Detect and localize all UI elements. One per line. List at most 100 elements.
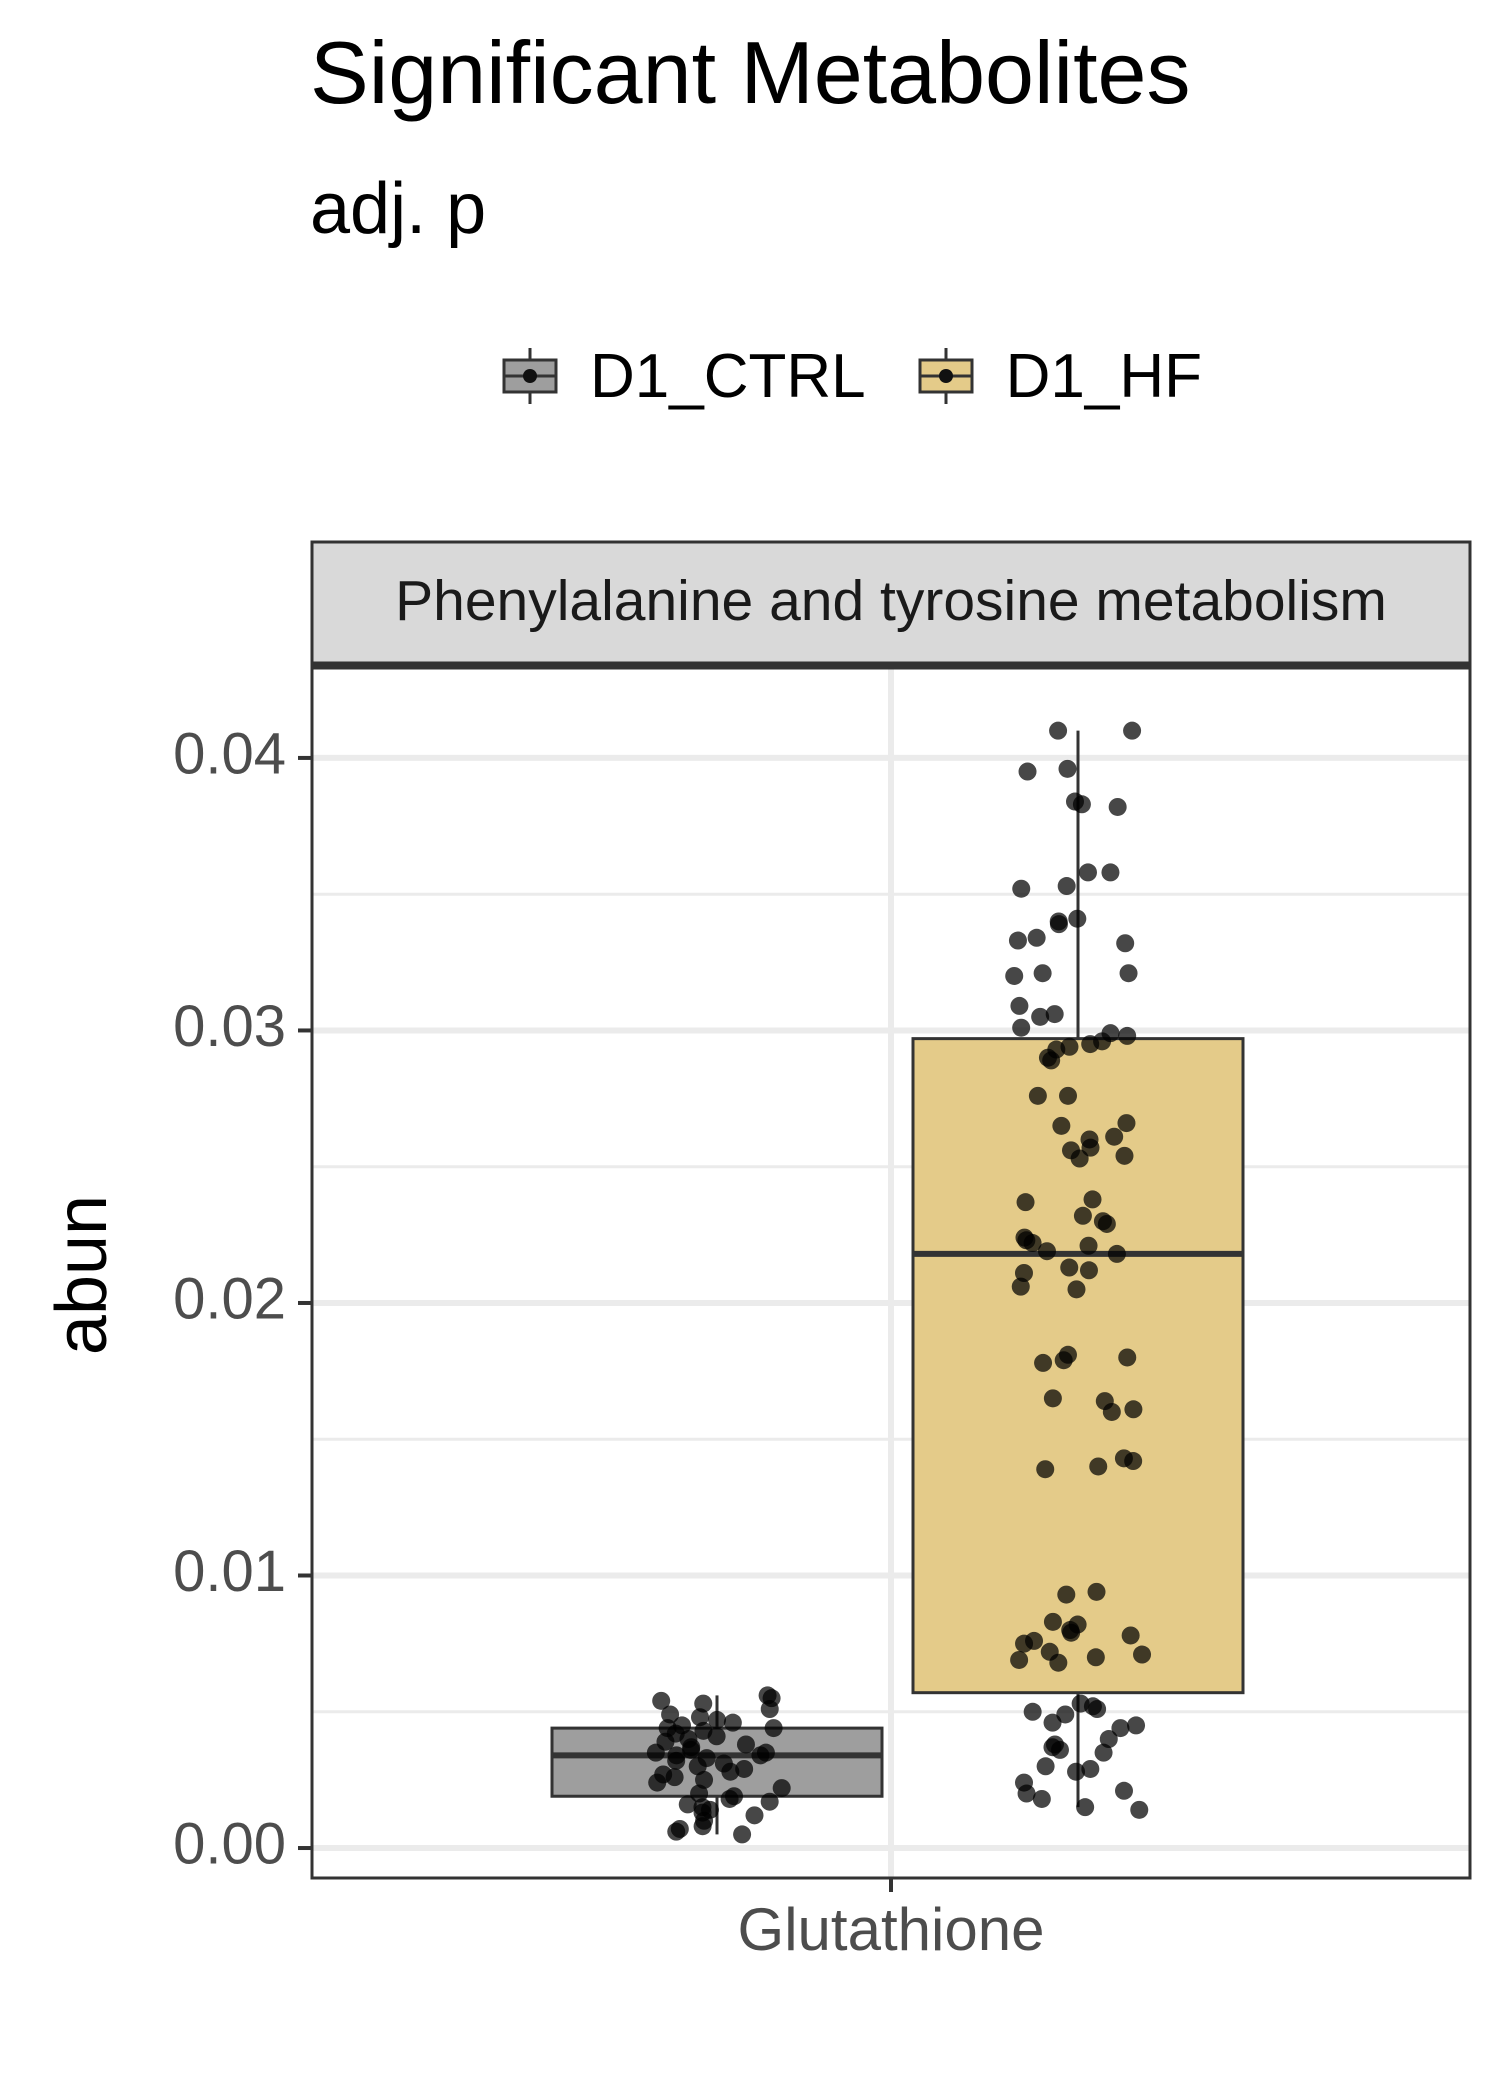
data-point <box>1043 1612 1062 1631</box>
data-point <box>764 1719 783 1738</box>
x-axis: Glutathione <box>738 1878 1044 1963</box>
data-point <box>1060 1258 1079 1277</box>
data-point <box>1033 964 1052 983</box>
y-tick-label: 0.04 <box>173 721 286 786</box>
data-point <box>652 1691 671 1710</box>
data-point <box>1121 1626 1140 1645</box>
data-point <box>1034 1353 1053 1372</box>
data-point <box>1049 721 1068 740</box>
data-point <box>1018 762 1037 781</box>
box-d1-hf <box>911 1037 1245 1695</box>
y-tick-label: 0.02 <box>173 1266 286 1331</box>
data-point <box>1027 928 1046 947</box>
data-point <box>733 1825 752 1844</box>
data-point <box>1070 1149 1089 1168</box>
data-point <box>688 1757 707 1776</box>
legend-item-ctrl: D1_CTRL <box>500 341 866 412</box>
data-point <box>693 1817 712 1836</box>
y-tick-label: 0.03 <box>173 994 286 1059</box>
data-point <box>1067 1762 1086 1781</box>
data-point <box>1115 1146 1134 1165</box>
data-point <box>708 1710 727 1729</box>
data-point <box>1079 1236 1098 1255</box>
data-point <box>1118 1348 1137 1367</box>
data-point <box>720 1789 739 1808</box>
data-point <box>707 1727 726 1746</box>
data-point <box>1054 1351 1073 1370</box>
data-point <box>665 1768 684 1787</box>
facet-strip-label: Phenylalanine and tyrosine metabolism <box>395 569 1387 633</box>
data-point <box>1049 1653 1068 1672</box>
data-point <box>772 1779 791 1798</box>
data-point <box>1089 1457 1108 1476</box>
data-point <box>1123 721 1142 740</box>
data-point <box>1057 877 1076 896</box>
legend-label-hf: D1_HF <box>1005 341 1203 411</box>
data-point <box>1032 1789 1051 1808</box>
data-point <box>1023 1702 1042 1721</box>
data-point <box>1052 1116 1071 1135</box>
data-point <box>1094 1743 1113 1762</box>
data-point <box>1049 915 1068 934</box>
data-point <box>1133 1645 1152 1664</box>
data-point <box>682 1740 701 1759</box>
data-point <box>721 1762 740 1781</box>
data-point <box>1115 1781 1134 1800</box>
legend-key-hf <box>918 348 974 404</box>
data-point <box>1086 1648 1105 1667</box>
data-point <box>1023 1234 1042 1253</box>
data-point <box>1105 1127 1124 1146</box>
data-point <box>1078 863 1097 882</box>
legend-item-hf: D1_HF <box>916 341 1202 412</box>
data-point <box>1076 1798 1095 1817</box>
data-point <box>1119 964 1138 983</box>
data-point <box>1062 1623 1081 1642</box>
data-point <box>691 1708 710 1727</box>
data-point <box>1017 1784 1036 1803</box>
data-point <box>1130 1800 1149 1819</box>
data-point <box>1037 1242 1056 1261</box>
data-point <box>1059 1086 1078 1105</box>
data-point <box>1073 1206 1092 1225</box>
data-point <box>1058 759 1077 778</box>
data-point <box>1050 1740 1069 1759</box>
grid <box>312 668 1470 1878</box>
data-point <box>1117 1114 1136 1133</box>
chart-subtitle: adj. p <box>310 169 487 249</box>
data-point <box>1042 1051 1061 1070</box>
data-point <box>1028 1086 1047 1105</box>
data-point <box>1067 1280 1086 1299</box>
data-point <box>735 1759 754 1778</box>
legend: D1_CTRL D1_HF <box>500 336 1202 416</box>
data-point <box>1031 1007 1050 1026</box>
data-point <box>1015 1634 1034 1653</box>
data-point <box>1008 931 1027 950</box>
data-point <box>1124 1400 1143 1419</box>
data-point <box>1012 1018 1031 1037</box>
data-point <box>1087 1582 1106 1601</box>
data-point <box>1057 1585 1076 1604</box>
data-point <box>1005 966 1024 985</box>
data-point <box>1127 1716 1146 1735</box>
data-point <box>1102 1402 1121 1421</box>
data-point <box>1124 1452 1143 1471</box>
data-point <box>1101 863 1120 882</box>
data-point <box>667 1822 686 1841</box>
legend-key-ctrl <box>502 348 558 404</box>
data-point <box>661 1705 680 1724</box>
data-point <box>1099 1730 1118 1749</box>
data-point <box>694 1694 713 1713</box>
data-point <box>1116 934 1135 953</box>
data-point <box>1079 1261 1098 1280</box>
data-point <box>667 1751 686 1770</box>
data-point <box>1088 1700 1107 1719</box>
boxes <box>550 730 1245 1835</box>
data-point <box>1111 1719 1130 1738</box>
data-point <box>678 1795 697 1814</box>
data-point <box>1016 1193 1035 1212</box>
y-axis: 0.00 0.01 0.02 0.03 0.04 <box>173 721 312 1876</box>
data-point <box>1045 1005 1064 1024</box>
data-point <box>1036 1757 1055 1776</box>
data-point <box>646 1743 665 1762</box>
